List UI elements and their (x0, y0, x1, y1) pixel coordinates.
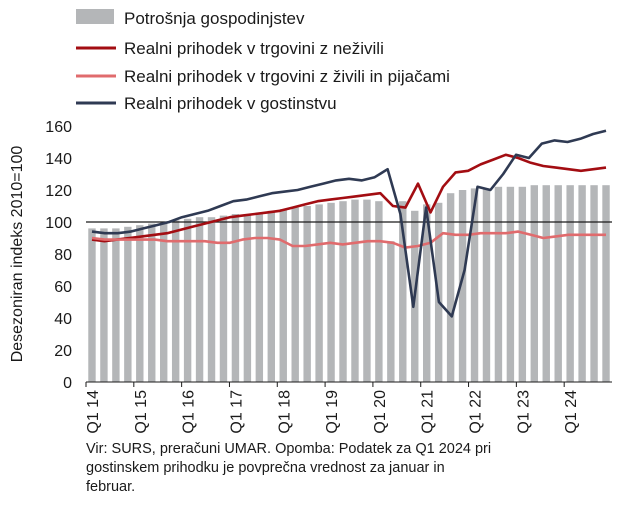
x-tick-label: Q1 18 (276, 390, 293, 434)
x-tick-label: Q1 23 (515, 390, 532, 434)
legend-label: Realni prihodek v trgovini z živili in p… (124, 67, 450, 86)
y-tick-label: 100 (45, 215, 72, 232)
x-tick-label: Q1 20 (372, 390, 389, 434)
legend-swatch-bars (76, 9, 114, 24)
bar (578, 185, 586, 382)
bar (231, 214, 240, 382)
bar (518, 186, 527, 382)
y-tick-label: 0 (63, 375, 72, 392)
bar (458, 190, 467, 382)
bar (148, 223, 156, 382)
legend-label: Realni prihodek v trgovini z neživili (124, 39, 384, 58)
bar (387, 241, 395, 382)
x-tick-label: Q1 24 (563, 390, 580, 434)
y-tick-label: 120 (45, 183, 72, 200)
source-note-line: Vir: SURS, preračuni UMAR. Opomba: Podat… (86, 441, 492, 457)
bar (494, 186, 503, 382)
bar-series (88, 185, 610, 382)
series-line (91, 153, 607, 243)
source-note-line: februar. (86, 479, 136, 495)
x-tick-label: Q1 19 (324, 390, 341, 434)
bar (100, 228, 108, 382)
legend-label: Realni prihodek v gostinstvu (124, 94, 337, 113)
bar (399, 201, 407, 382)
y-tick-labels: 0 20 40 60 80 100 120 140 160 (45, 119, 72, 392)
x-tick-labels: Q1 14 Q1 15 Q1 16 Q1 17 Q1 18 Q1 19 Q1 20 Q1 21… (85, 390, 580, 434)
bar (339, 201, 347, 382)
y-tick-label: 20 (54, 343, 72, 360)
y-tick-label: 160 (45, 119, 72, 136)
line-series (91, 129, 607, 318)
bar (482, 188, 491, 382)
bar (530, 185, 539, 382)
series-line (91, 129, 607, 318)
bar (422, 204, 431, 382)
source-note-line: gostinskem prihodku je povprečna vrednos… (86, 460, 445, 476)
bar (159, 222, 168, 382)
bar (171, 220, 180, 382)
bar (255, 212, 264, 382)
x-tick-label: Q1 22 (468, 390, 485, 434)
y-tick-label: 40 (54, 311, 72, 328)
y-axis-label: Desezoniran indeks 2010=100 (9, 146, 26, 363)
source-note: Vir: SURS, preračuni UMAR. Opomba: Podat… (86, 440, 586, 497)
y-tick-label: 140 (45, 151, 72, 168)
bar (291, 207, 299, 382)
bar (602, 185, 610, 382)
legend: Potrošnja gospodinjstev Realni prihodek v… (76, 9, 450, 113)
x-tick-label: Q1 16 (181, 390, 198, 434)
bar (351, 199, 359, 382)
bar (375, 201, 383, 382)
bar (124, 226, 132, 382)
y-tick-label: 60 (54, 279, 72, 296)
bar (566, 185, 574, 382)
axes (85, 381, 612, 387)
bar (315, 204, 323, 382)
bar (470, 188, 479, 382)
x-tick-label: Q1 17 (228, 390, 245, 434)
bar (303, 206, 311, 382)
bar (243, 214, 252, 382)
bar (195, 217, 204, 382)
x-tick-label: Q1 14 (85, 390, 102, 434)
bar (112, 228, 120, 382)
bar (590, 185, 598, 382)
bar (446, 193, 455, 382)
series-line (91, 230, 606, 249)
bar (506, 186, 515, 382)
bar (267, 210, 276, 382)
bar (219, 215, 228, 382)
bar (183, 218, 192, 382)
y-tick-label: 80 (54, 247, 72, 264)
bar (542, 185, 550, 382)
bar (136, 225, 144, 382)
x-tick-label: Q1 21 (420, 390, 437, 434)
x-tick-label: Q1 15 (133, 390, 150, 434)
bar (279, 209, 287, 382)
legend-label: Potrošnja gospodinjstev (124, 9, 305, 28)
bar (88, 228, 96, 382)
bar (363, 199, 371, 382)
bar (327, 202, 335, 382)
bar (554, 185, 562, 382)
bar (207, 217, 216, 382)
